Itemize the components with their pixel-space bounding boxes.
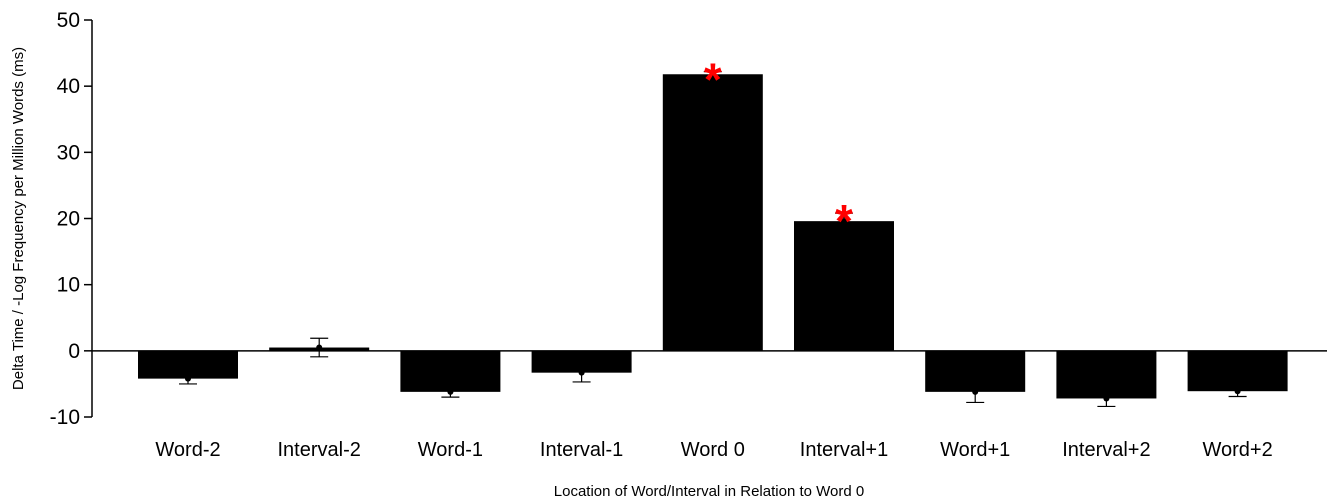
bar-interval-1 (794, 221, 894, 351)
significance-star: * (704, 54, 722, 106)
significance-star: * (835, 195, 853, 247)
y-tick-label: 0 (68, 340, 80, 363)
x-tick-label: Word 0 (681, 439, 745, 461)
x-axis-title: Location of Word/Interval in Relation to… (554, 483, 864, 499)
x-tick-label: Word+2 (1202, 439, 1272, 461)
y-tick-label: 50 (57, 9, 80, 32)
mean-point (578, 369, 585, 376)
x-tick-label: Word-2 (155, 439, 220, 461)
error-bar (1228, 385, 1247, 398)
error-bar (1097, 389, 1116, 408)
mean-point (709, 71, 716, 78)
error-bars (179, 71, 1247, 408)
x-tick-label: Interval-1 (540, 439, 623, 461)
error-bar (703, 71, 722, 78)
y-tick-label: 10 (57, 274, 80, 297)
category-labels: Word-2 Interval-2 Word-1 Interval-1 Word 0 In… (155, 439, 1272, 461)
y-tick-label: 40 (57, 75, 80, 98)
x-tick-label: Interval+2 (1062, 439, 1150, 461)
mean-point (316, 344, 323, 351)
error-bar (835, 212, 853, 230)
error-bar (441, 385, 460, 398)
x-tick-label: Interval+1 (800, 439, 888, 461)
error-bar (179, 372, 197, 385)
y-axis: -10 0 10 20 30 40 50 (50, 9, 93, 429)
error-bar (572, 362, 591, 383)
mean-point (447, 388, 454, 395)
significance-markers: ** (704, 54, 853, 248)
x-tick-label: Word-1 (418, 439, 483, 461)
x-tick-label: Word+1 (940, 439, 1010, 461)
mean-point (185, 375, 191, 382)
bar-word-0 (662, 74, 763, 351)
y-tick-label: 30 (57, 141, 80, 164)
bar-word-2 (1187, 350, 1288, 392)
bars (138, 74, 1288, 399)
bar-interval-1 (531, 350, 632, 373)
error-bar (966, 380, 985, 404)
error-bar (310, 337, 329, 358)
mean-point (1103, 395, 1110, 402)
mean-point (841, 218, 847, 225)
y-axis-title: Delta Time / -Log Frequency per Million … (10, 47, 27, 390)
mean-point (1234, 388, 1241, 395)
x-tick-label: Interval-2 (278, 439, 361, 461)
mean-point (972, 388, 979, 395)
y-tick-label: 20 (57, 208, 80, 231)
y-tick-label: -10 (50, 406, 80, 429)
bar-word-1 (400, 350, 501, 392)
